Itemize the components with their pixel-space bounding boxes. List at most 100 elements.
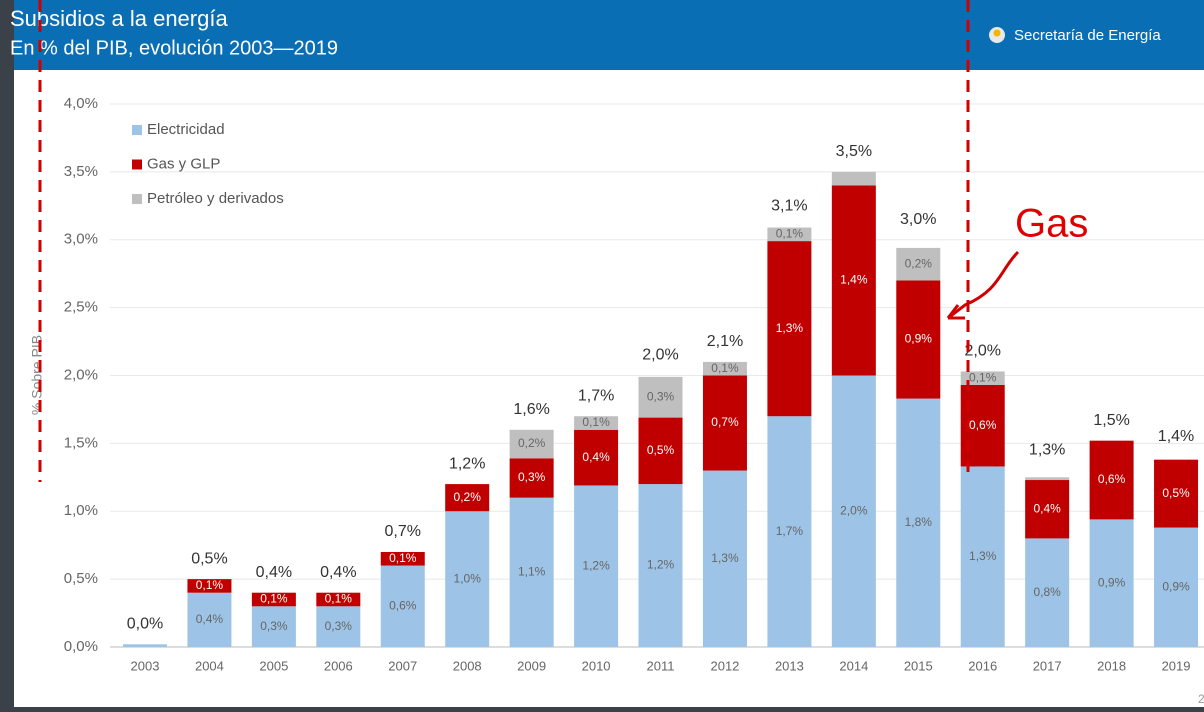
total-label: 3,0%	[900, 211, 936, 228]
x-tick-label: 2013	[775, 658, 804, 673]
total-label: 1,5%	[1093, 412, 1129, 429]
value-label: 0,2%	[905, 256, 933, 270]
value-label: 0,1%	[389, 551, 417, 565]
y-tick-label: 3,0%	[64, 231, 98, 248]
value-label: 0,1%	[776, 226, 804, 240]
bar-segment	[1025, 480, 1070, 539]
bar-segment	[702, 470, 747, 647]
legend-swatch	[132, 194, 142, 204]
bar-segment	[702, 375, 747, 471]
bar-segment	[1025, 538, 1070, 647]
value-label: 0,6%	[969, 418, 997, 432]
value-label: 1,1%	[518, 565, 546, 579]
total-label: 0,4%	[320, 564, 356, 581]
bar-segment	[509, 429, 554, 459]
value-label: 1,4%	[840, 273, 868, 287]
bar-segment	[380, 565, 425, 647]
value-label: 1,2%	[582, 558, 610, 572]
legend-swatch	[132, 125, 142, 135]
bar-segment	[896, 280, 941, 399]
bar-segment	[1089, 440, 1134, 520]
legend-swatch	[132, 159, 142, 170]
bar-segment	[1154, 527, 1199, 647]
value-label: 0,2%	[454, 490, 482, 504]
bar-segment	[1154, 459, 1199, 528]
bar-segment	[574, 416, 619, 430]
value-label: 0,1%	[582, 415, 610, 429]
total-label: 1,7%	[578, 387, 614, 404]
x-tick-label: 2008	[453, 658, 482, 673]
bar-segment	[1089, 519, 1134, 647]
x-tick-label: 2019	[1162, 658, 1191, 673]
value-label: 1,7%	[776, 524, 804, 538]
logo-sun	[993, 29, 1001, 37]
value-label: 0,8%	[1033, 585, 1061, 599]
total-label: 2,1%	[707, 333, 743, 350]
x-tick-label: 2004	[195, 658, 224, 673]
bar-segment	[574, 485, 619, 647]
value-label: 0,3%	[325, 619, 353, 633]
total-label: 0,7%	[385, 523, 421, 540]
bar-segment	[187, 592, 232, 647]
bar-segment	[445, 484, 490, 512]
x-tick-label: 2005	[259, 658, 288, 673]
value-label: 0,6%	[1098, 472, 1126, 486]
value-label: 0,6%	[389, 598, 417, 612]
bar-segment	[831, 171, 876, 186]
value-label: 0,3%	[260, 619, 288, 633]
total-label: 3,5%	[836, 143, 872, 160]
arrow	[947, 250, 1020, 320]
bar-segment	[831, 185, 876, 376]
subtitle: En % del PIB, evolución 2003—2019	[10, 37, 338, 59]
bar-segment	[960, 466, 1005, 647]
value-label: 0,1%	[969, 370, 997, 384]
y-tick-label: 2,5%	[64, 299, 98, 316]
total-label: 0,0%	[127, 616, 163, 633]
bar-segment	[702, 361, 747, 376]
value-label: 0,9%	[1162, 579, 1190, 593]
annotation: Gas	[1015, 202, 1088, 246]
x-tick-label: 2010	[582, 658, 611, 673]
value-label: 2,0%	[840, 503, 868, 517]
x-tick-label: 2011	[647, 658, 675, 673]
bar-segment	[574, 429, 619, 486]
total-label: 1,4%	[1158, 428, 1194, 445]
total-label: 1,6%	[513, 401, 549, 418]
total-label: 3,1%	[771, 197, 807, 214]
value-label: 0,3%	[518, 470, 546, 484]
x-tick-label: 2018	[1097, 658, 1126, 673]
total-label: 0,4%	[256, 564, 292, 581]
value-label: 0,1%	[260, 592, 288, 606]
y-tick-label: 3,5%	[64, 163, 98, 180]
agency: Secretaría de Energía	[1014, 27, 1161, 44]
bar-segment	[509, 458, 554, 498]
value-label: 0,7%	[711, 415, 739, 429]
value-label: 1,3%	[711, 551, 739, 565]
value-label: 0,3%	[647, 389, 675, 403]
x-tick-label: 2009	[517, 658, 546, 673]
bar-segment	[960, 371, 1005, 386]
bar-segment	[638, 417, 683, 485]
bar-segment	[638, 484, 683, 647]
y-tick-label: 1,5%	[64, 434, 98, 451]
x-tick-label: 2014	[839, 658, 868, 673]
bar-segment	[251, 606, 296, 647]
value-label: 1,8%	[905, 515, 933, 529]
bar-segment	[445, 511, 490, 647]
bar-segment	[767, 227, 812, 242]
x-tick-label: 2015	[904, 658, 933, 673]
value-label: 0,4%	[1033, 501, 1061, 515]
y-tick-label: 4,0%	[64, 95, 98, 112]
bar-segment	[831, 375, 876, 647]
value-label: 0,4%	[196, 612, 224, 626]
legend-label: Electricidad	[147, 121, 225, 138]
value-label: 0,9%	[1098, 575, 1126, 589]
total-label: 2,0%	[964, 343, 1000, 360]
value-label: 0,5%	[647, 443, 675, 457]
total-label: 1,2%	[449, 455, 485, 472]
value-label: 0,2%	[518, 436, 546, 450]
value-label: 0,1%	[711, 361, 739, 375]
bar-segment	[187, 579, 232, 593]
